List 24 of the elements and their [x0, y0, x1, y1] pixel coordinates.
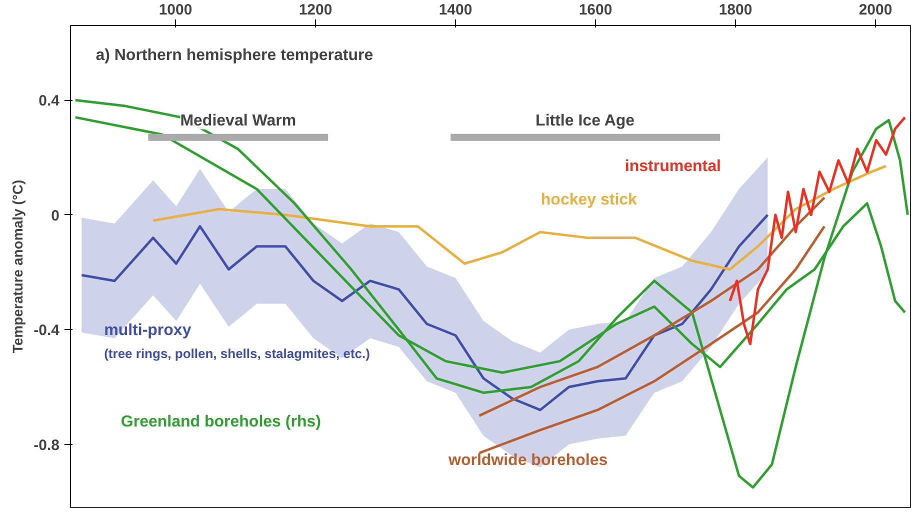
- y-axis-title: Temperature anomaly (°C): [10, 180, 26, 354]
- x-tick-label: 1000: [158, 2, 192, 18]
- line-series: [80, 214, 769, 412]
- text: a) Northern hemisphere temperature: [96, 47, 374, 64]
- y-tick-label: -0.8: [34, 436, 60, 454]
- x-tick-label: 1400: [438, 2, 472, 18]
- text: Greenland boreholes (rhs): [120, 413, 321, 430]
- y-tick-label: 0: [51, 207, 60, 224]
- series-label: Little Ice Age: [536, 112, 635, 130]
- x-tick-label: 1600: [578, 2, 612, 18]
- x-tick-label: 1800: [718, 2, 752, 18]
- y-tick-label: -0.4: [34, 322, 60, 340]
- text: worldwide boreholes: [448, 452, 608, 469]
- text: multi-proxy: [104, 322, 192, 339]
- x-tick-label: 1200: [298, 2, 332, 18]
- line-series: [478, 225, 826, 454]
- text: instrumental: [624, 158, 721, 175]
- x-tick-label: 2000: [858, 2, 892, 18]
- line-series: [74, 98, 909, 489]
- line-series: [728, 116, 906, 346]
- y-tick-label: 0.4: [38, 92, 60, 110]
- series-label: hockey stick: [540, 192, 638, 209]
- series-label: Medieval Warm: [180, 112, 296, 130]
- annotation: (tree rings, pollen, shells, stalagmites, etc.): [104, 346, 370, 361]
